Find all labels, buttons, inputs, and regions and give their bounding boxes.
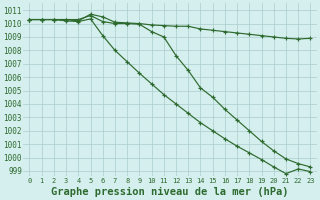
X-axis label: Graphe pression niveau de la mer (hPa): Graphe pression niveau de la mer (hPa) [51, 186, 289, 197]
